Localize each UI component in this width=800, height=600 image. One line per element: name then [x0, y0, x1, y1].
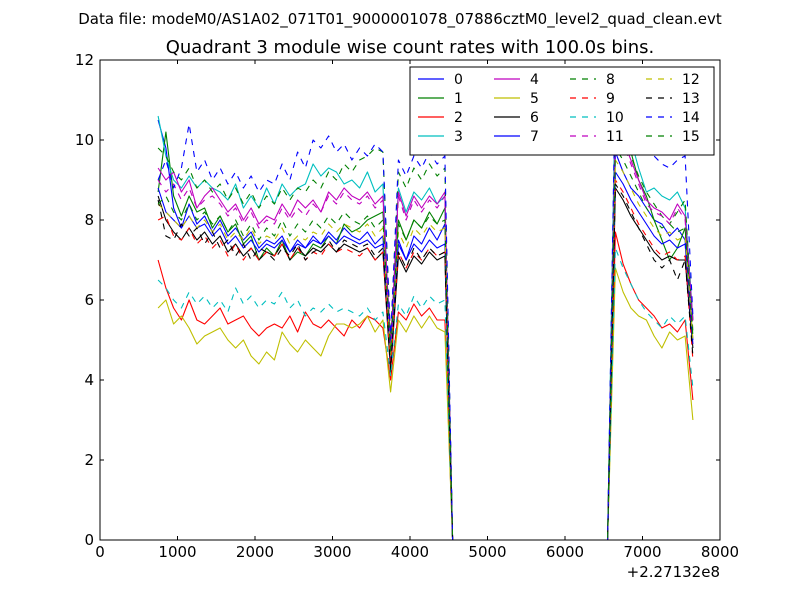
y-tick-label: 12 — [75, 51, 94, 69]
axes-layer: 0 1000 2000 3000 4000 5000 6000 7000 80000246810… — [75, 51, 739, 561]
legend-label-1: 1 — [454, 91, 463, 107]
y-tick-label: 8 — [84, 211, 94, 229]
x-tick-label: 2000 — [236, 543, 274, 561]
y-tick-label: 2 — [84, 451, 94, 469]
x-offset-label: +2.27132e8 — [627, 563, 720, 581]
y-tick-label: 4 — [84, 371, 94, 389]
legend-label-6: 6 — [530, 110, 539, 126]
x-tick-label: 6000 — [546, 543, 584, 561]
legend-label-0: 0 — [454, 72, 463, 88]
legend-label-2: 2 — [454, 110, 463, 126]
legend-label-15: 15 — [682, 129, 700, 145]
legend-label-14: 14 — [682, 110, 700, 126]
legend-label-3: 3 — [454, 129, 463, 145]
y-tick-label: 6 — [84, 291, 94, 309]
y-tick-label: 10 — [75, 131, 94, 149]
legend-label-10: 10 — [606, 110, 624, 126]
x-tick-label: 5000 — [468, 543, 506, 561]
legend-label-12: 12 — [682, 72, 700, 88]
series-line-8 — [157, 111, 694, 541]
x-tick-label: 4000 — [391, 543, 429, 561]
chart-title: Quadrant 3 module wise count rates with … — [166, 37, 655, 58]
legend-label-7: 7 — [530, 129, 539, 145]
series-line-14 — [157, 71, 694, 541]
legend-label-11: 11 — [606, 129, 624, 145]
x-tick-label: 1000 — [158, 543, 196, 561]
suptitle: Data file: modeM0/AS1A02_071T01_90000010… — [78, 10, 722, 29]
legend-label-8: 8 — [606, 72, 615, 88]
legend-label-4: 4 — [530, 72, 539, 88]
y-tick-label: 0 — [84, 531, 94, 549]
series-line-15 — [157, 147, 694, 541]
x-tick-label: 8000 — [701, 543, 739, 561]
x-tick-label: 3000 — [313, 543, 351, 561]
legend-label-9: 9 — [606, 91, 615, 107]
legend-box — [409, 66, 715, 156]
x-tick-label: 0 — [95, 543, 105, 561]
legend-label-5: 5 — [530, 91, 539, 107]
legend-label-13: 13 — [682, 91, 700, 107]
series-line-11 — [157, 123, 694, 541]
x-tick-label: 7000 — [623, 543, 661, 561]
